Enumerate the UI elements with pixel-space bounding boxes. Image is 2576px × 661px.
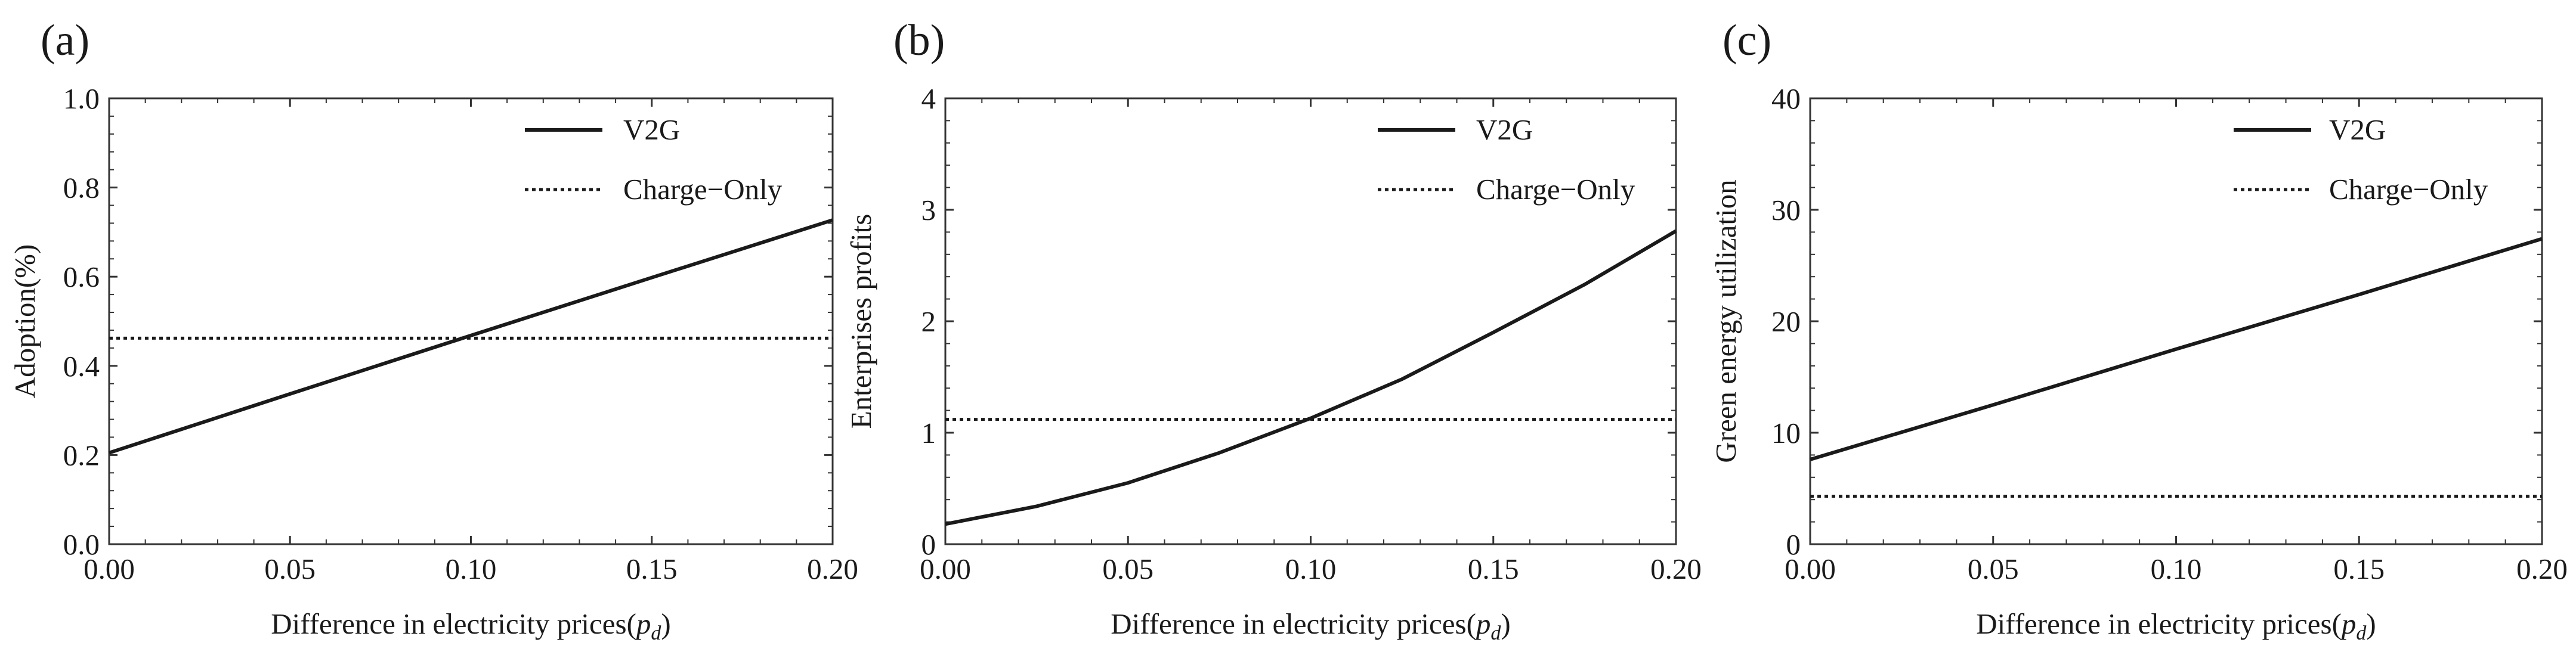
plot-frame: [1809, 97, 2543, 545]
chart-panel-3: (c) 0.00 0.05 0.10 0.15 0.20 0 10 20 30 40 Differen…: [1709, 16, 2568, 644]
y-tick-label: 0: [921, 528, 936, 561]
legend-label: V2G: [2329, 113, 2386, 146]
y-axis-label: Green energy utilization: [1709, 179, 1742, 463]
chart-panel-2: (b) 0.00 0.05 0.10 0.15 0.20 0 1 2 3 4 Difference i…: [845, 16, 1702, 644]
plot-frame: [108, 97, 834, 545]
chart-panel-1: (a) 0.00 0.05 0.10 0.15 0.20 0.0 0.2 0.4 0.6 0.8 1.…: [8, 16, 858, 644]
y-tick-label: 40: [1771, 82, 1801, 115]
legend-label: V2G: [1476, 113, 1533, 146]
x-tick-label: 0.05: [264, 553, 316, 585]
y-tick-label: 0: [1786, 528, 1801, 561]
y-tick-label: 3: [921, 194, 936, 226]
series-line-v2g: [1810, 237, 2543, 461]
y-tick-label: 0.6: [63, 260, 100, 293]
panel-label: (c): [1723, 16, 1771, 65]
legend-label: Charge−Only: [2329, 173, 2488, 206]
y-tick-label: 1: [921, 417, 936, 449]
series-line-v2g: [109, 218, 833, 455]
x-tick-label: 0.20: [2516, 553, 2568, 585]
x-tick-label: 0.10: [446, 553, 497, 585]
panel-label: (b): [893, 16, 945, 65]
y-tick-label: 0.8: [63, 172, 100, 204]
x-tick-label: 0.05: [1102, 553, 1154, 585]
x-axis-label: Difference in electricity prices(pd): [271, 607, 670, 644]
legend-label: Charge−Only: [1476, 173, 1635, 206]
y-tick-label: 0.0: [63, 528, 100, 561]
legend-label: Charge−Only: [623, 173, 783, 206]
y-tick-label: 0.4: [63, 350, 100, 383]
panel-label: (a): [41, 16, 89, 65]
y-tick-label: 2: [921, 305, 936, 338]
x-tick-label: 0.15: [2333, 553, 2385, 585]
y-tick-label: 1.0: [63, 82, 100, 115]
y-tick-label: 4: [921, 82, 936, 115]
y-axis-label: Adoption(%): [8, 244, 41, 399]
x-tick-label: 0.20: [807, 553, 858, 585]
x-tick-label: 0.00: [84, 553, 135, 585]
x-tick-label: 0.10: [2151, 553, 2202, 585]
x-tick-label: 0.00: [920, 553, 971, 585]
y-tick-label: 30: [1771, 194, 1801, 226]
series-line-v2g: [945, 229, 1677, 526]
x-tick-label: 0.10: [1285, 553, 1337, 585]
y-tick-label: 20: [1771, 305, 1801, 338]
y-tick-label: 0.2: [63, 439, 100, 471]
x-tick-label: 0.15: [626, 553, 678, 585]
x-tick-label: 0.20: [1650, 553, 1702, 585]
y-axis-label: Enterprises profits: [845, 214, 877, 429]
x-tick-label: 0.00: [1785, 553, 1836, 585]
x-tick-label: 0.15: [1468, 553, 1519, 585]
x-tick-label: 0.05: [1968, 553, 2019, 585]
plot-frame: [944, 97, 1677, 545]
x-axis-label: Difference in electricity prices(pd): [1111, 607, 1510, 644]
legend-label: V2G: [623, 113, 680, 146]
y-tick-label: 10: [1771, 417, 1801, 449]
x-axis-label: Difference in electricity prices(pd): [1976, 607, 2376, 644]
